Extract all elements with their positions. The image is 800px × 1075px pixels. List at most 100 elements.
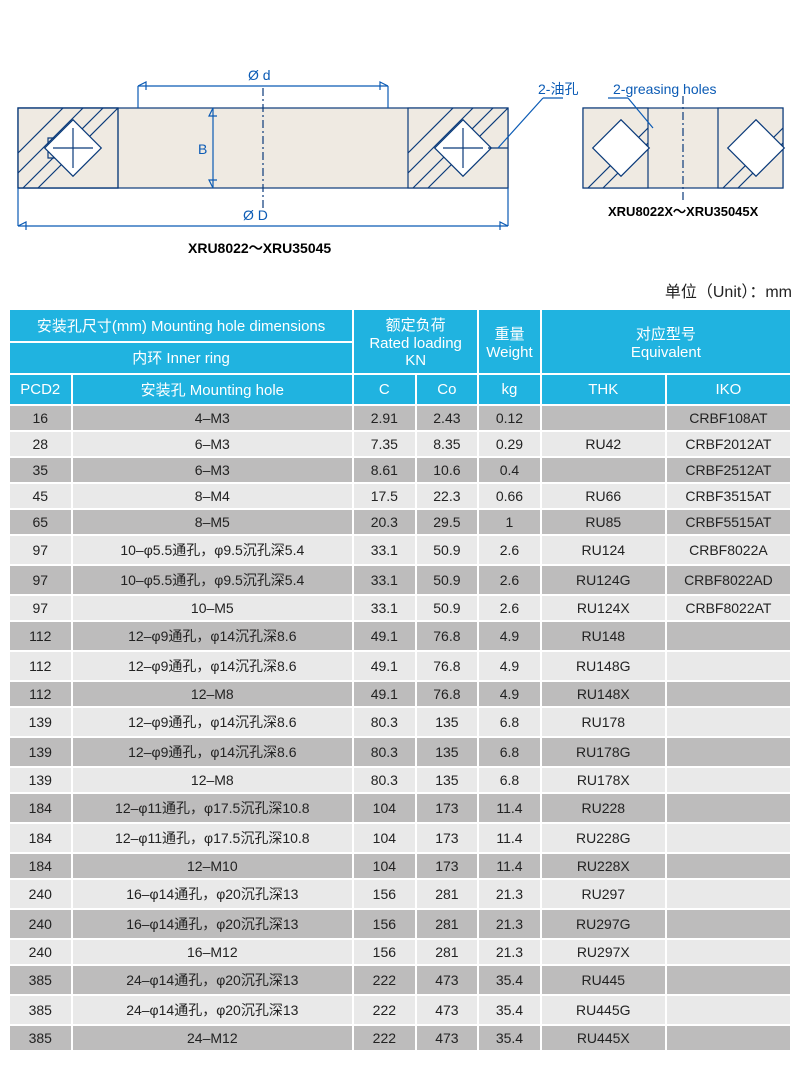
cell-hole: 10–M5 — [72, 595, 354, 621]
cell-co: 8.35 — [416, 431, 479, 457]
caption-right: XRU8022X～XRU35045X — [608, 204, 759, 219]
table-row: 9710–φ5.5通孔，φ9.5沉孔深5.433.150.92.6RU124GC… — [9, 565, 791, 595]
cell-co: 135 — [416, 707, 479, 737]
cell-c: 7.35 — [353, 431, 416, 457]
table-row: 13912–φ9通孔，φ14沉孔深8.680.31356.8RU178 — [9, 707, 791, 737]
cell-co: 173 — [416, 853, 479, 879]
cell-hole: 16–φ14通孔，φ20沉孔深13 — [72, 879, 354, 909]
table-row: 13912–M880.31356.8RU178X — [9, 767, 791, 793]
table-row: 286–M37.358.350.29RU42CRBF2012AT — [9, 431, 791, 457]
cell-pcd2: 240 — [9, 909, 72, 939]
cell-co: 76.8 — [416, 621, 479, 651]
cell-co: 29.5 — [416, 509, 479, 535]
cell-c: 222 — [353, 995, 416, 1025]
cell-c: 20.3 — [353, 509, 416, 535]
cell-thk — [541, 405, 666, 431]
cell-c: 33.1 — [353, 535, 416, 565]
cell-co: 76.8 — [416, 681, 479, 707]
hdr-weight: 重量 Weight — [478, 309, 541, 374]
cell-co: 50.9 — [416, 595, 479, 621]
hdr-inner-ring: 内环 Inner ring — [9, 342, 353, 375]
table-row: 18412–φ11通孔，φ17.5沉孔深10.810417311.4RU228 — [9, 793, 791, 823]
cell-kg: 1 — [478, 509, 541, 535]
cell-thk: RU228X — [541, 853, 666, 879]
cell-kg: 35.4 — [478, 1025, 541, 1051]
cell-kg: 21.3 — [478, 879, 541, 909]
table-row: 24016–φ14通孔，φ20沉孔深1315628121.3RU297G — [9, 909, 791, 939]
table-row: 38524–φ14通孔，φ20沉孔深1322247335.4RU445 — [9, 965, 791, 995]
cell-kg: 2.6 — [478, 595, 541, 621]
cell-pcd2: 240 — [9, 939, 72, 965]
table-row: 164–M32.912.430.12CRBF108AT — [9, 405, 791, 431]
cell-kg: 0.4 — [478, 457, 541, 483]
cell-iko — [666, 939, 791, 965]
cell-kg: 11.4 — [478, 793, 541, 823]
cell-c: 49.1 — [353, 681, 416, 707]
cell-pcd2: 65 — [9, 509, 72, 535]
cell-co: 281 — [416, 909, 479, 939]
cell-hole: 24–φ14通孔，φ20沉孔深13 — [72, 995, 354, 1025]
cell-kg: 4.9 — [478, 651, 541, 681]
cell-iko — [666, 1025, 791, 1051]
hdr-iko: IKO — [666, 374, 791, 405]
cell-pcd2: 112 — [9, 621, 72, 651]
table-row: 11212–φ9通孔，φ14沉孔深8.649.176.84.9RU148 — [9, 621, 791, 651]
cell-pcd2: 385 — [9, 1025, 72, 1051]
cell-pcd2: 240 — [9, 879, 72, 909]
cell-hole: 12–φ11通孔，φ17.5沉孔深10.8 — [72, 823, 354, 853]
cell-c: 33.1 — [353, 595, 416, 621]
cell-c: 80.3 — [353, 707, 416, 737]
cell-c: 80.3 — [353, 767, 416, 793]
cell-thk: RU297 — [541, 879, 666, 909]
table-row: 13912–φ9通孔，φ14沉孔深8.680.31356.8RU178G — [9, 737, 791, 767]
cell-thk: RU178G — [541, 737, 666, 767]
hdr-equivalent: 对应型号 Equivalent — [541, 309, 791, 374]
cell-iko: CRBF108AT — [666, 405, 791, 431]
table-row: 11212–φ9通孔，φ14沉孔深8.649.176.84.9RU148G — [9, 651, 791, 681]
cell-co: 2.43 — [416, 405, 479, 431]
callout-greasing-holes: 2-greasing holes — [613, 81, 717, 97]
cell-kg: 6.8 — [478, 767, 541, 793]
cell-kg: 2.6 — [478, 535, 541, 565]
cell-thk: RU124 — [541, 535, 666, 565]
cell-kg: 0.12 — [478, 405, 541, 431]
cell-hole: 10–φ5.5通孔，φ9.5沉孔深5.4 — [72, 535, 354, 565]
cell-hole: 12–φ9通孔，φ14沉孔深8.6 — [72, 651, 354, 681]
cell-co: 473 — [416, 965, 479, 995]
table-row: 18412–φ11通孔，φ17.5沉孔深10.810417311.4RU228G — [9, 823, 791, 853]
cell-pcd2: 112 — [9, 681, 72, 707]
cell-hole: 4–M3 — [72, 405, 354, 431]
cell-hole: 12–φ9通孔，φ14沉孔深8.6 — [72, 737, 354, 767]
cell-pcd2: 112 — [9, 651, 72, 681]
cell-hole: 12–M8 — [72, 767, 354, 793]
table-row: 9710–φ5.5通孔，φ9.5沉孔深5.433.150.92.6RU124CR… — [9, 535, 791, 565]
cell-c: 33.1 — [353, 565, 416, 595]
hdr-kg: kg — [478, 374, 541, 405]
cell-co: 135 — [416, 767, 479, 793]
cell-pcd2: 97 — [9, 595, 72, 621]
cell-thk: RU66 — [541, 483, 666, 509]
cell-iko — [666, 681, 791, 707]
cell-c: 156 — [353, 879, 416, 909]
cell-c: 104 — [353, 853, 416, 879]
hdr-thk: THK — [541, 374, 666, 405]
cell-c: 49.1 — [353, 651, 416, 681]
cell-iko — [666, 909, 791, 939]
cell-hole: 12–φ11通孔，φ17.5沉孔深10.8 — [72, 793, 354, 823]
cell-co: 281 — [416, 879, 479, 909]
cell-thk: RU445X — [541, 1025, 666, 1051]
cell-thk: RU42 — [541, 431, 666, 457]
cell-kg: 6.8 — [478, 737, 541, 767]
cell-hole: 12–φ9通孔，φ14沉孔深8.6 — [72, 707, 354, 737]
cell-co: 135 — [416, 737, 479, 767]
cell-pcd2: 139 — [9, 767, 72, 793]
cell-kg: 11.4 — [478, 853, 541, 879]
dim-label-d: Ø d — [248, 67, 271, 83]
cell-kg: 4.9 — [478, 681, 541, 707]
cell-hole: 10–φ5.5通孔，φ9.5沉孔深5.4 — [72, 565, 354, 595]
cell-co: 473 — [416, 995, 479, 1025]
cell-c: 156 — [353, 939, 416, 965]
cell-pcd2: 385 — [9, 965, 72, 995]
cell-iko — [666, 965, 791, 995]
table-row: 38524–M1222247335.4RU445X — [9, 1025, 791, 1051]
